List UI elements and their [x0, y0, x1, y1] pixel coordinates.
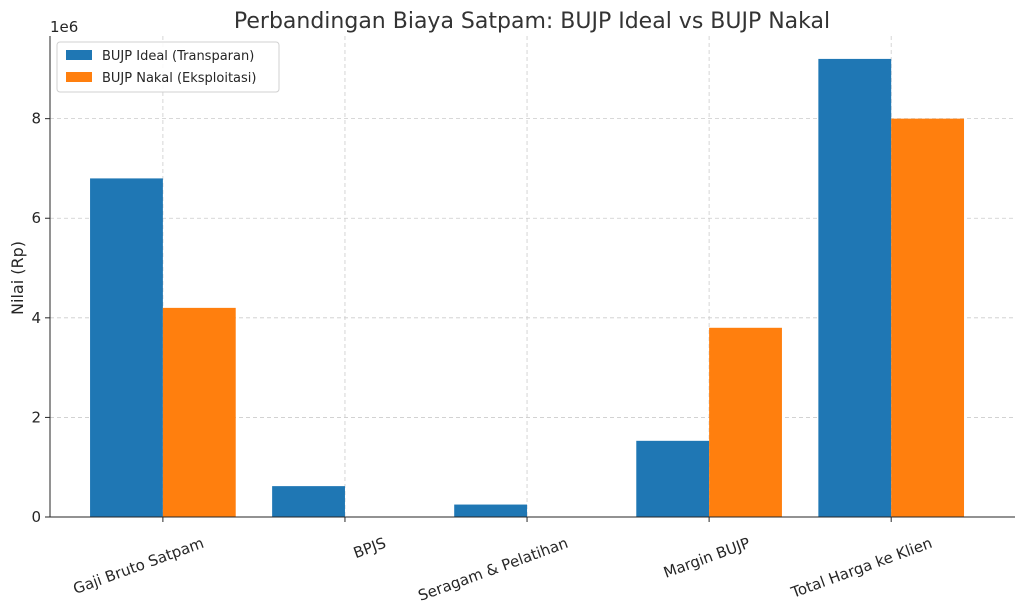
- y-tick-label: 8: [31, 110, 41, 128]
- y-tick-label: 0: [31, 508, 41, 526]
- legend-label: BUJP Ideal (Transparan): [102, 49, 254, 64]
- bar-ideal: [818, 58, 892, 518]
- chart-title: Perbandingan Biaya Satpam: BUJP Ideal vs…: [234, 9, 830, 34]
- y-tick-label: 6: [31, 209, 41, 227]
- bar-nakal: [162, 307, 236, 517]
- y-axis-label: Nilai (Rp): [8, 241, 27, 315]
- bar-ideal: [454, 504, 528, 517]
- axes: [49, 36, 1015, 518]
- x-tick-label: Margin BUJP: [661, 534, 752, 582]
- bar-ideal: [90, 178, 163, 517]
- legend-box: [56, 41, 280, 93]
- x-axis-ticks: Gaji Bruto Satpam BPJS Seragam & Pelatihan…: [71, 517, 935, 605]
- y-tick-label: 2: [31, 408, 41, 426]
- legend: BUJP Ideal (Transparan) BUJP Nakal (Ekspl…: [56, 41, 280, 93]
- bar-nakal: [709, 327, 782, 517]
- legend-swatch: [66, 50, 92, 60]
- x-tick-label: Gaji Bruto Satpam: [71, 534, 206, 598]
- x-tick-label: Seragam & Pelatihan: [416, 534, 571, 605]
- bars: [90, 58, 965, 518]
- y-axis-ticks: 0 2 4 6 8: [31, 110, 50, 526]
- y-offset-text: 1e6: [50, 18, 78, 36]
- legend-swatch: [66, 72, 92, 82]
- legend-label: BUJP Nakal (Eksploitasi): [102, 71, 256, 86]
- bar-nakal: [891, 118, 965, 517]
- x-tick-label: BPJS: [351, 534, 388, 562]
- y-tick-label: 4: [31, 309, 41, 327]
- bar-ideal: [636, 440, 710, 517]
- x-tick-label: Total Harga ke Klien: [788, 534, 935, 602]
- bar-ideal: [272, 486, 345, 517]
